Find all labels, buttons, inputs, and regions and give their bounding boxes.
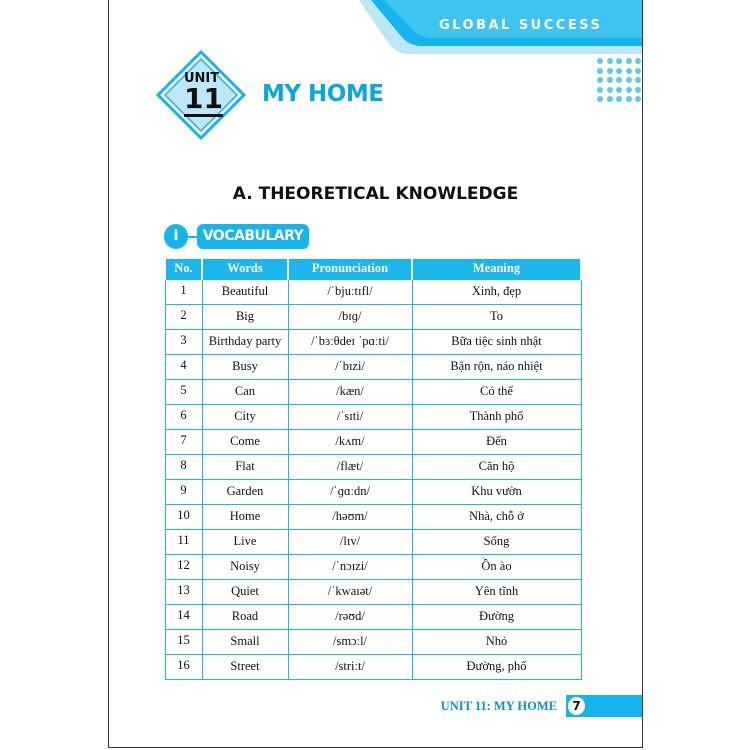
table-row: 10 Home/həʊm/Nhà, chỗ ở [164,503,582,530]
cell-word: Birthday party [201,328,289,355]
cell-word: Small [201,628,289,655]
cell-word: Beautiful [201,278,289,305]
cell-pronunciation: /ˈbɜːθdeɪ ˈpɑːti/ [287,328,413,355]
cell-meaning: Thành phố [411,403,582,430]
header-words: Words [201,259,289,279]
cell-meaning: Có thể [411,378,582,405]
cell-no: 3 [164,328,203,355]
book-page: GLOBAL SUCCESS UNIT 11 MY HOME A. THEORE… [108,0,643,748]
table-row: 9 Garden/ˈɡɑːdn/Khu vườn [164,478,582,505]
header-meaning: Meaning [411,259,582,279]
cell-no: 13 [164,578,203,605]
cell-meaning: Căn hộ [411,453,582,480]
vocabulary-table: No. Words Pronunciation Meaning 1 Beautif… [164,259,582,680]
cell-pronunciation: /kæn/ [287,378,413,405]
cell-pronunciation: /rəʊd/ [287,603,413,630]
table-row: 5 Can/kæn/Có thể [164,378,582,405]
table-row: 7 Come/kʌm/Đến [164,428,582,455]
cell-meaning: Yên tĩnh [411,578,582,605]
cell-no: 8 [164,453,203,480]
cell-no: 7 [164,428,203,455]
cell-meaning: Bận rộn, náo nhiệt [411,353,582,380]
cell-word: Come [201,428,289,455]
table-row: 3 Birthday party/ˈbɜːθdeɪ ˈpɑːti/Bữa tiệc… [164,328,582,355]
cell-meaning: To [411,303,582,330]
table-row: 8 Flat/flæt/Căn hộ [164,453,582,480]
cell-word: Live [201,528,289,555]
table-row: 4 Busy/ˈbɪzi/Bận rộn, náo nhiệt [164,353,582,380]
dot-pattern [597,58,641,102]
cell-word: Flat [201,453,289,480]
cell-no: 14 [164,603,203,630]
cell-pronunciation: /ˈnɔɪzi/ [287,553,413,580]
cell-pronunciation: /kʌm/ [287,428,413,455]
table-row: 14 Road/rəʊd/Đường [164,603,582,630]
cell-no: 9 [164,478,203,505]
cell-pronunciation: /ˈɡɑːdn/ [287,478,413,505]
cell-pronunciation: /bɪɡ/ [287,303,413,330]
header-pronunciation: Pronunciation [287,259,413,279]
cell-word: Street [201,653,289,680]
cell-word: Big [201,303,289,330]
cell-meaning: Đường, phố [411,653,582,680]
cell-word: Can [201,378,289,405]
cell-pronunciation: /ˈsɪti/ [287,403,413,430]
cell-word: City [201,403,289,430]
cell-no: 11 [164,528,203,555]
unit-number: 11 [184,82,223,117]
table-row: 1 Beautiful/ˈbjuːtɪfl/Xinh, đẹp [164,278,582,305]
cell-word: Busy [201,353,289,380]
cell-meaning: Xinh, đẹp [411,278,582,305]
cell-pronunciation: /ˈbɪzi/ [287,353,413,380]
cell-pronunciation: /flæt/ [287,453,413,480]
cell-no: 5 [164,378,203,405]
cell-word: Road [201,603,289,630]
cell-no: 2 [164,303,203,330]
part-title: VOCABULARY [197,224,309,249]
cell-word: Quiet [201,578,289,605]
header-banner [359,0,642,54]
table-row: 12 Noisy/ˈnɔɪzi/Ồn ào [164,553,582,580]
table-header: No. Words Pronunciation Meaning [164,259,582,279]
cell-word: Garden [201,478,289,505]
part-number: I [164,224,188,249]
cell-no: 16 [164,653,203,680]
cell-no: 12 [164,553,203,580]
page-number: 7 [566,695,587,717]
cell-no: 15 [164,628,203,655]
connector [187,236,197,238]
brand-title: GLOBAL SUCCESS [439,18,603,33]
cell-pronunciation: /smɔːl/ [287,628,413,655]
cell-pronunciation: /həʊm/ [287,503,413,530]
cell-no: 6 [164,403,203,430]
table-row: 15 Small/smɔːl/Nhỏ [164,628,582,655]
section-title: A. THEORETICAL KNOWLEDGE [232,184,519,204]
cell-meaning: Sống [411,528,582,555]
cell-pronunciation: /striːt/ [287,653,413,680]
footer-unit: UNIT 11: MY HOME [440,699,557,713]
cell-word: Noisy [201,553,289,580]
table-row: 2 Big/bɪɡ/To [164,303,582,330]
cell-meaning: Nhà, chỗ ở [411,503,582,530]
table-row: 16 Street/striːt/Đường, phố [164,653,582,680]
cell-meaning: Đường [411,603,582,630]
cell-no: 1 [164,278,203,305]
cell-no: 10 [164,503,203,530]
cell-meaning: Đến [411,428,582,455]
cell-meaning: Khu vườn [411,478,582,505]
cell-pronunciation: /lɪv/ [287,528,413,555]
unit-title: MY HOME [262,81,384,107]
cell-pronunciation: /ˈkwaɪət/ [287,578,413,605]
table-row: 11 Live/lɪv/Sống [164,528,582,555]
unit-label: UNIT [184,71,220,86]
table-row: 13 Quiet/ˈkwaɪət/Yên tĩnh [164,578,582,605]
table-row: 6 City/ˈsɪti/Thành phố [164,403,582,430]
cell-no: 4 [164,353,203,380]
cell-meaning: Bữa tiệc sinh nhật [411,328,582,355]
cell-word: Home [201,503,289,530]
cell-pronunciation: /ˈbjuːtɪfl/ [287,278,413,305]
cell-meaning: Ồn ào [411,553,582,580]
cell-meaning: Nhỏ [411,628,582,655]
header-no: No. [164,259,203,279]
